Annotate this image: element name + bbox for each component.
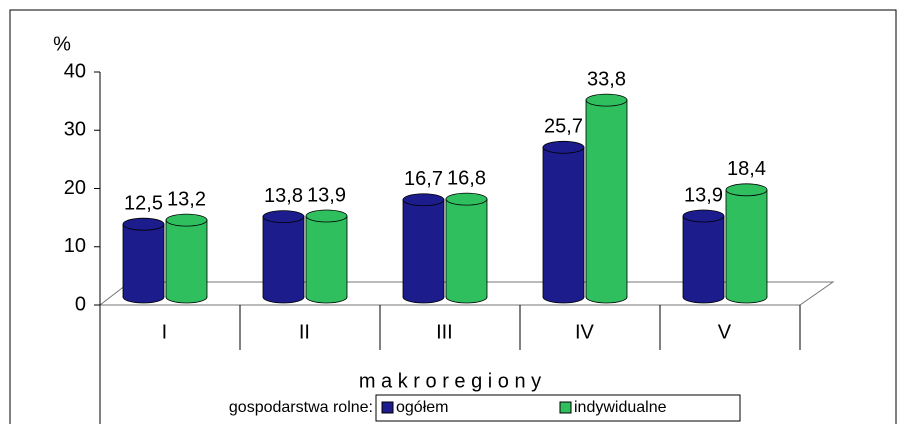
bar-top (402, 193, 445, 207)
bar (585, 93, 628, 304)
y-tick-label: 0 (75, 293, 86, 315)
x-tick-label: I (162, 321, 168, 343)
bar (402, 193, 445, 304)
bar-top (305, 209, 348, 223)
bar (305, 209, 348, 304)
bar-top (542, 140, 585, 154)
value-label: 13,2 (167, 188, 206, 210)
bar (542, 140, 585, 304)
y-tick-label: 40 (64, 60, 86, 82)
bar-top (682, 209, 725, 223)
bar-body (123, 224, 164, 297)
value-label: 25,7 (544, 116, 583, 138)
bar-top (445, 192, 488, 206)
bar (262, 210, 305, 304)
bar-body (263, 216, 304, 297)
bar (165, 213, 208, 304)
bar-body (166, 220, 207, 297)
bar-body (403, 199, 444, 297)
x-tick-label: IV (575, 321, 595, 343)
value-label: 13,8 (264, 185, 303, 207)
value-label: 33,8 (587, 68, 626, 90)
y-tick-label: 30 (64, 119, 86, 141)
bar-top (122, 217, 165, 231)
bar-top (165, 213, 208, 227)
value-label: 13,9 (684, 184, 723, 206)
x-tick-label: III (436, 321, 453, 343)
bar-top (725, 183, 768, 197)
bar (725, 183, 768, 304)
legend-swatch (559, 401, 572, 414)
bar-top (262, 210, 305, 224)
bar-body (446, 199, 487, 297)
legend-swatch (381, 401, 394, 414)
bar-body (726, 189, 767, 297)
bar-body (543, 147, 584, 297)
bar (445, 192, 488, 304)
legend-label: ogółem (396, 399, 448, 416)
x-tick-label: V (718, 321, 732, 343)
value-label: 12,5 (124, 192, 163, 214)
value-label: 16,8 (447, 167, 486, 189)
y-tick-label: 10 (64, 235, 86, 257)
x-tick-label: II (299, 321, 310, 343)
bar-body (306, 216, 347, 297)
y-axis-label: % (53, 33, 71, 55)
value-label: 16,7 (404, 168, 443, 190)
legend-title: gospodarstwa rolne: (229, 399, 373, 416)
value-label: 13,9 (307, 184, 346, 206)
value-label: 18,4 (727, 158, 766, 180)
y-tick-label: 20 (64, 177, 86, 199)
bar-body (586, 100, 627, 298)
bar (122, 217, 165, 304)
x-axis-label: m a k r o r e g i o n y (359, 370, 541, 392)
legend-box (375, 394, 741, 422)
legend-label: indywidualne (574, 399, 667, 416)
bar-top (585, 93, 628, 107)
bar-body (683, 216, 724, 297)
bar (682, 209, 725, 304)
